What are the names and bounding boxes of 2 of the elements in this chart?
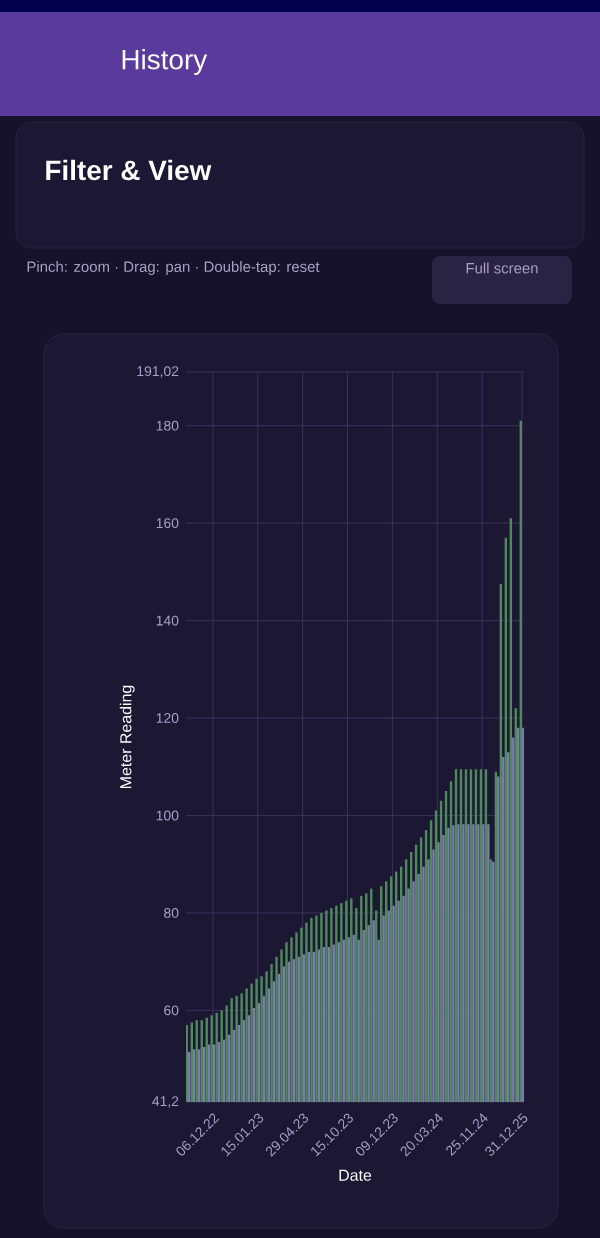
chart-title: History xyxy=(122,48,208,75)
text: Filter & View xyxy=(46,159,212,181)
